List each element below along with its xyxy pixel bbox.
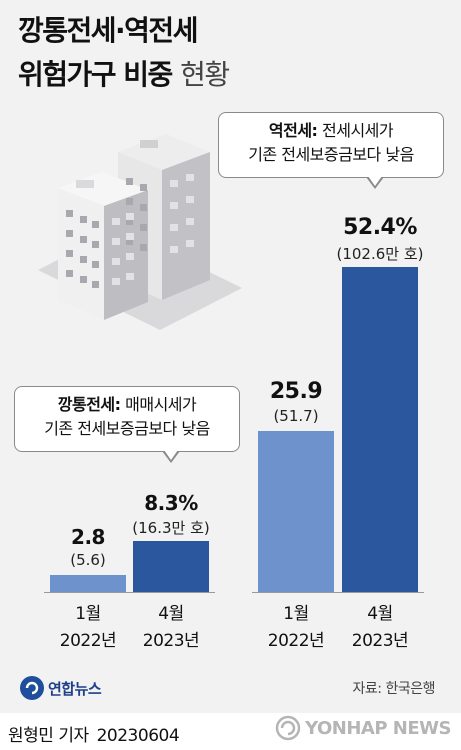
callout-reverse-head: 역전세: <box>268 121 318 140</box>
bar-count-label: (16.3만 호) <box>132 518 210 537</box>
x-label-month: 1월 <box>283 604 309 624</box>
title-light: 현황 <box>180 58 230 91</box>
bar-value-label: 52.4% <box>343 215 417 241</box>
bar-1-1 <box>342 267 418 592</box>
baseline-1 <box>252 592 424 593</box>
bar-count-label: (5.6) <box>70 550 106 569</box>
x-label-year: 2022년 <box>267 631 325 651</box>
callout-reverse-line-1: 역전세: 전세시세가 <box>229 119 433 143</box>
title-line-1: 깡통전세·역전세 <box>18 14 198 47</box>
bar-value-label: 2.8 <box>71 524 105 549</box>
bar-0-0 <box>50 574 126 592</box>
bar-1-0 <box>258 431 334 592</box>
watermark: YONHAP NEWS <box>275 715 451 741</box>
callout-reverse-text-1: 전세시세가 <box>317 121 394 140</box>
yonhap-logo-text: 연합뉴스 <box>48 679 102 698</box>
x-label-month: 4월 <box>367 604 393 624</box>
callout-empty-text-1: 매매시세가 <box>120 395 197 414</box>
x-label-year: 2022년 <box>59 631 117 651</box>
yonhap-logo: 연합뉴스 <box>20 676 102 700</box>
baseline-0 <box>44 592 215 593</box>
title-main: 위험가구 비중 <box>18 58 173 91</box>
byline: 원형민 기자 20230604 <box>8 721 180 746</box>
footer-bar: 원형민 기자 20230604 YONHAP NEWS <box>0 713 461 750</box>
x-label-month: 4월 <box>158 604 184 624</box>
callout-empty-line-1: 깡통전세: 매매시세가 <box>25 393 229 417</box>
watermark-text: YONHAP NEWS <box>305 717 451 739</box>
bar-count-label: (51.7) <box>273 407 319 426</box>
callout-reverse-tail <box>368 176 382 186</box>
callout-empty-tail <box>164 450 178 460</box>
bar-value-label: 25.9 <box>269 379 323 405</box>
x-label-year: 2023년 <box>351 631 409 651</box>
apartment-building-illustration <box>38 134 242 330</box>
source-note: 자료: 한국은행 <box>352 681 436 697</box>
x-label-year: 2023년 <box>142 631 200 651</box>
bar-0-1 <box>133 540 209 592</box>
yonhap-logo-icon <box>20 676 44 700</box>
x-label-month: 1월 <box>75 604 101 624</box>
bar-count-label: (102.6만 호) <box>336 245 424 264</box>
watermark-icon <box>275 715 301 741</box>
infographic-canvas: 깡통전세·역전세 위험가구 비중 현황 <box>0 0 461 713</box>
callout-empty-jeonse: 깡통전세: 매매시세가 기존 전세보증금보다 낮음 <box>14 386 240 452</box>
callout-empty-head: 깡통전세: <box>57 395 121 414</box>
reporter-name: 원형민 기자 <box>8 726 89 746</box>
callout-reverse-jeonse: 역전세: 전세시세가 기존 전세보증금보다 낮음 <box>218 112 444 178</box>
title-line-2: 위험가구 비중 현황 <box>18 58 230 92</box>
callout-reverse-text-2: 기존 전세보증금보다 낮음 <box>248 145 414 164</box>
bar-value-label: 8.3% <box>144 490 198 515</box>
publish-date: 20230604 <box>96 726 180 746</box>
callout-empty-text-2: 기존 전세보증금보다 낮음 <box>44 419 210 438</box>
